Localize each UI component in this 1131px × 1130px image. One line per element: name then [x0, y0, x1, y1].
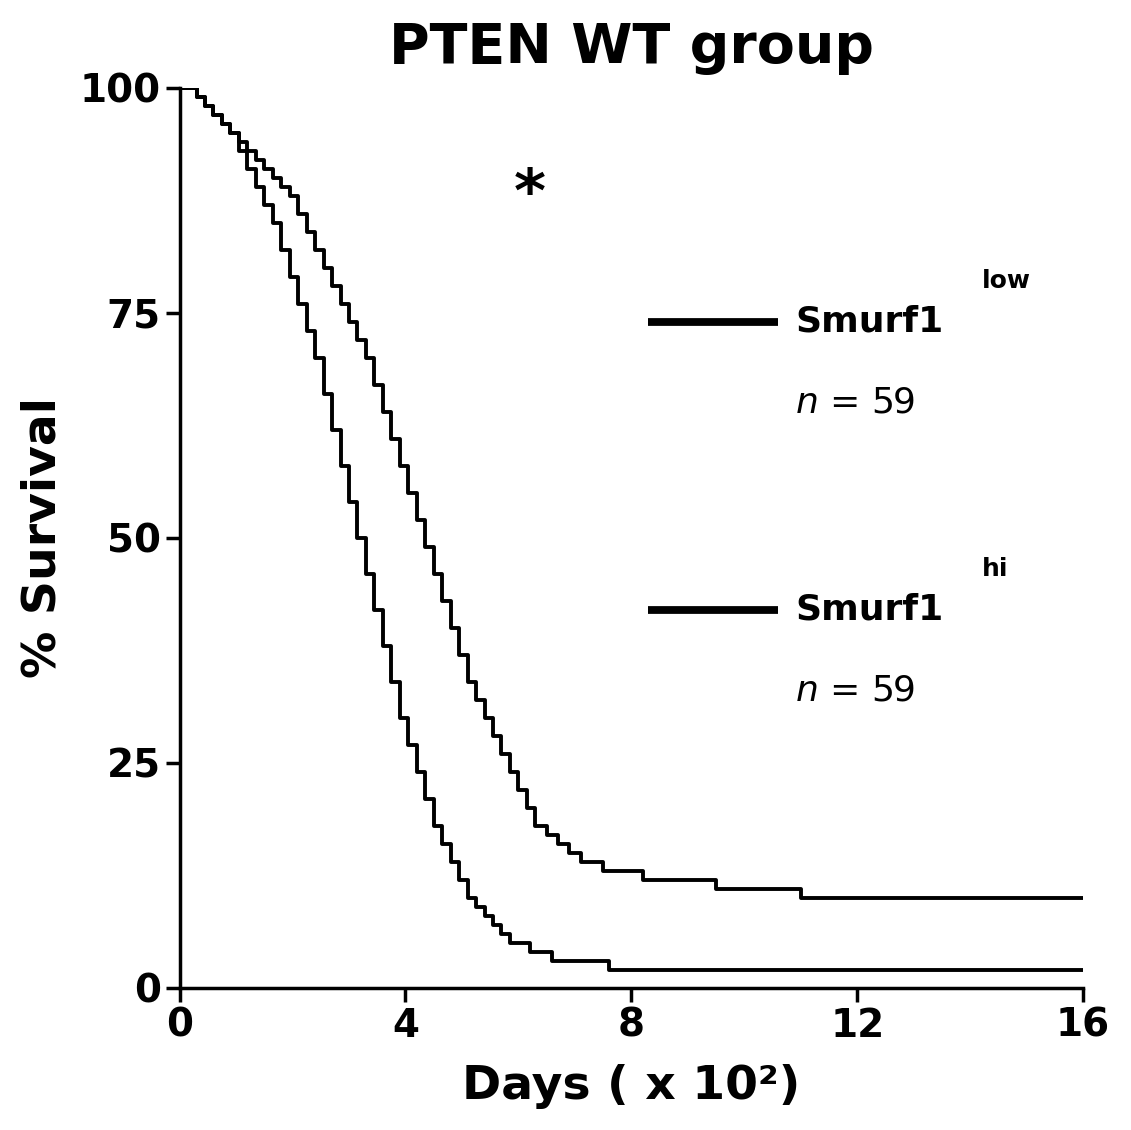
Title: PTEN WT group: PTEN WT group: [389, 20, 874, 75]
Y-axis label: % Survival: % Survival: [20, 398, 66, 678]
Text: hi: hi: [982, 557, 1008, 582]
Text: Smurf1: Smurf1: [795, 305, 943, 339]
Text: *: *: [513, 166, 545, 225]
Text: $\mathit{n}$ = 59: $\mathit{n}$ = 59: [795, 385, 915, 420]
Text: low: low: [982, 269, 1030, 294]
Text: Smurf1: Smurf1: [795, 593, 943, 627]
Text: $\mathit{n}$ = 59: $\mathit{n}$ = 59: [795, 673, 915, 707]
X-axis label: Days ( x 10²): Days ( x 10²): [463, 1064, 801, 1110]
